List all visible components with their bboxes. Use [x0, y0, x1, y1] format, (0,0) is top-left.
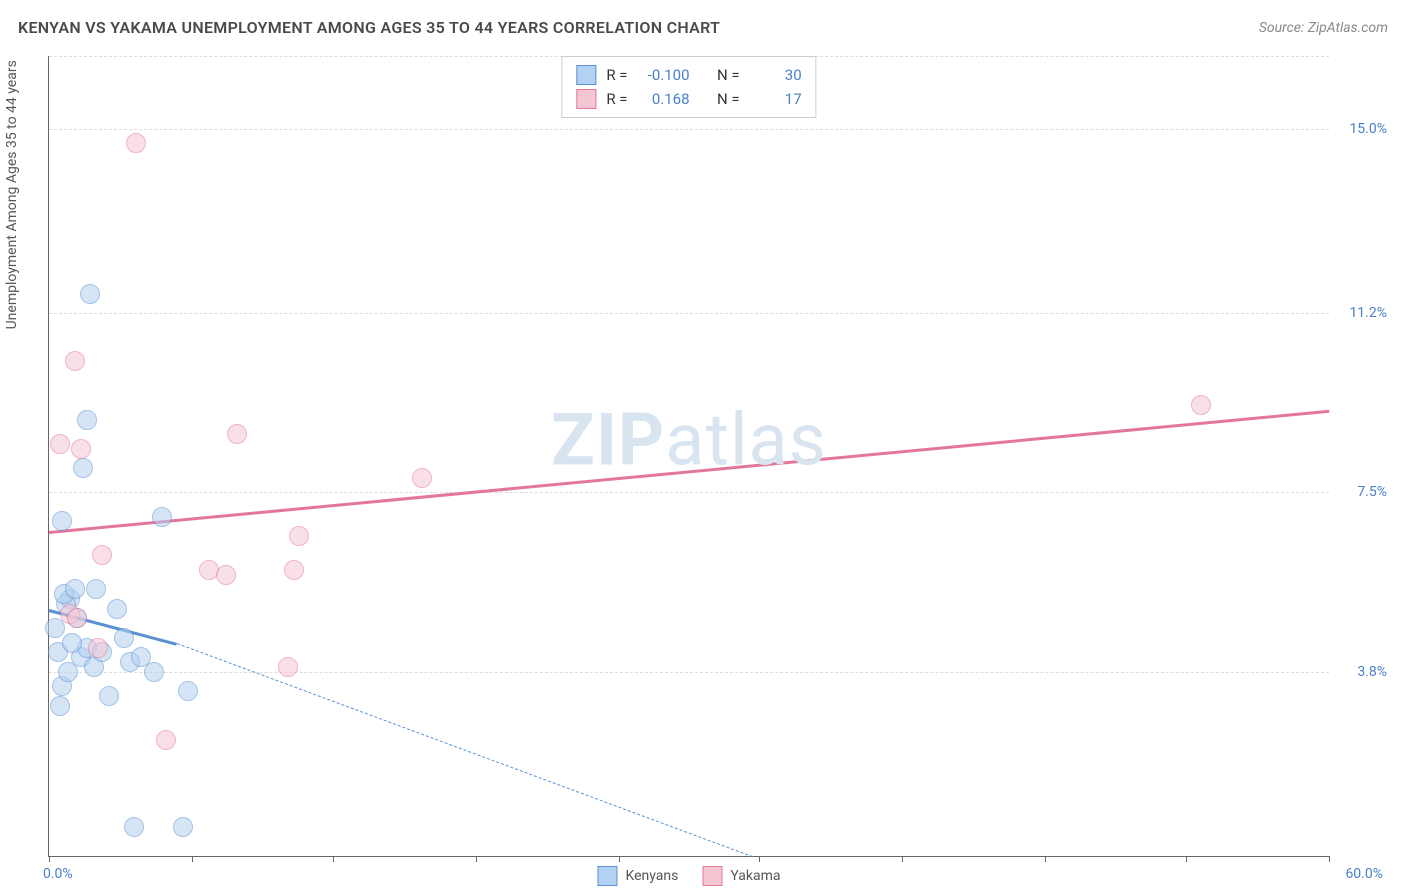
data-point — [278, 657, 298, 677]
data-point — [88, 638, 108, 658]
x-min-label: 0.0% — [43, 866, 73, 882]
trend-line-extrapolated — [177, 643, 753, 857]
data-point — [99, 686, 119, 706]
legend-swatch — [576, 65, 596, 85]
x-tick — [759, 856, 760, 862]
correlation-legend: R = -0.100 N = 30 R = 0.168 N = 17 — [561, 56, 816, 118]
n-value: 17 — [750, 90, 802, 108]
data-point — [156, 730, 176, 750]
data-point — [152, 507, 172, 527]
chart-area: ZIPatlas R =-0.100 N =30R =0.168 N =17 K… — [48, 56, 1388, 856]
data-point — [144, 662, 164, 682]
legend-item: Kenyans — [598, 866, 679, 886]
r-value: -0.100 — [638, 66, 690, 84]
data-point — [62, 633, 82, 653]
y-tick-label: 7.5% — [1357, 484, 1387, 500]
chart-title: KENYAN VS YAKAMA UNEMPLOYMENT AMONG AGES… — [18, 18, 720, 37]
data-point — [289, 526, 309, 546]
data-point — [124, 817, 144, 837]
legend-swatch — [702, 866, 722, 886]
data-point — [65, 579, 85, 599]
x-tick — [192, 856, 193, 862]
y-axis-label: Unemployment Among Ages 35 to 44 years — [4, 60, 20, 329]
x-tick — [49, 856, 50, 862]
r-value: 0.168 — [638, 90, 690, 108]
n-label: N = — [717, 90, 740, 108]
x-tick — [1045, 856, 1046, 862]
data-point — [45, 618, 65, 638]
n-label: N = — [717, 66, 740, 84]
source-label: Source: ZipAtlas.com — [1259, 20, 1388, 36]
y-tick-label: 11.2% — [1349, 305, 1387, 321]
data-point — [58, 662, 78, 682]
data-point — [114, 628, 134, 648]
data-point — [77, 410, 97, 430]
plot-region: ZIPatlas R =-0.100 N =30R =0.168 N =17 K… — [48, 56, 1329, 857]
data-point — [216, 565, 236, 585]
legend-row: R = -0.100 N = 30 — [576, 63, 801, 87]
x-tick — [619, 856, 620, 862]
legend-item: Yakama — [702, 866, 780, 886]
gridline — [49, 129, 1329, 130]
data-point — [80, 284, 100, 304]
data-point — [178, 681, 198, 701]
data-point — [67, 608, 87, 628]
legend-row: R = 0.168 N = 17 — [576, 87, 801, 111]
y-tick-label: 3.8% — [1357, 664, 1387, 680]
x-tick — [476, 856, 477, 862]
x-tick — [1186, 856, 1187, 862]
data-point — [412, 468, 432, 488]
r-label: R = — [606, 90, 627, 108]
legend-label: Yakama — [730, 868, 780, 884]
data-point — [1191, 395, 1211, 415]
x-tick — [1329, 856, 1330, 862]
y-tick-label: 15.0% — [1349, 121, 1387, 137]
data-point — [86, 579, 106, 599]
n-value: 30 — [750, 66, 802, 84]
data-point — [71, 439, 91, 459]
data-point — [73, 458, 93, 478]
legend-swatch — [598, 866, 618, 886]
r-label: R = — [606, 66, 627, 84]
data-point — [65, 351, 85, 371]
gridline — [49, 672, 1329, 673]
data-point — [126, 133, 146, 153]
data-point — [227, 424, 247, 444]
gridline — [49, 313, 1329, 314]
legend-label: Kenyans — [626, 868, 679, 884]
legend-swatch — [576, 89, 596, 109]
x-tick — [902, 856, 903, 862]
data-point — [52, 511, 72, 531]
data-point — [50, 696, 70, 716]
data-point — [107, 599, 127, 619]
data-point — [173, 817, 193, 837]
gridline — [49, 492, 1329, 493]
data-point — [92, 545, 112, 565]
x-max-label: 60.0% — [1345, 866, 1383, 882]
x-tick — [333, 856, 334, 862]
series-legend: Kenyans Yakama — [598, 866, 781, 886]
data-point — [50, 434, 70, 454]
data-point — [284, 560, 304, 580]
